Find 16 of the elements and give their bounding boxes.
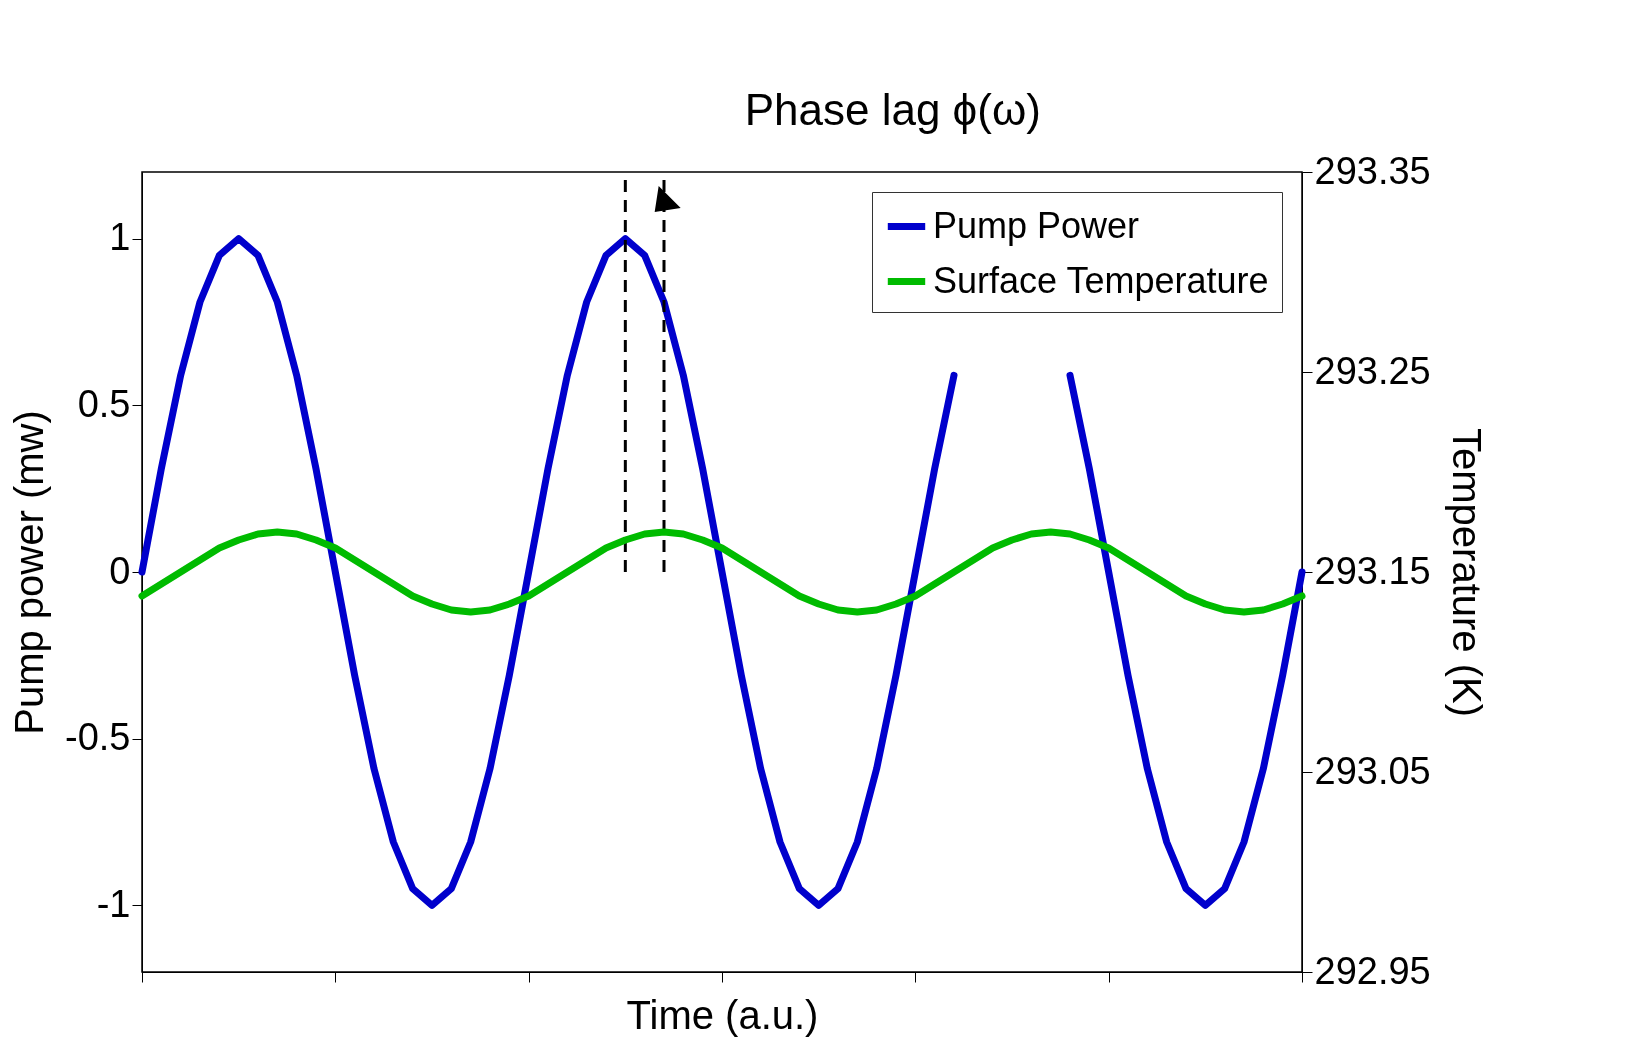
legend-label: Surface Temperature bbox=[933, 259, 1269, 301]
y2-tick-label: 292.95 bbox=[1314, 949, 1431, 992]
y-tick-label: 0 bbox=[109, 549, 131, 592]
x-axis-title: Time (a.u.) bbox=[626, 993, 819, 1037]
y2-axis-title: Temperature (K) bbox=[1444, 428, 1489, 717]
y-tick-label: 0.5 bbox=[77, 382, 131, 425]
legend-label: Pump Power bbox=[933, 204, 1140, 246]
y-tick-label: -0.5 bbox=[65, 716, 131, 759]
text: Phase lag ϕ(ω) bbox=[744, 85, 1041, 134]
y-axis-title: Pump power (mw) bbox=[7, 410, 52, 735]
y2-tick-label: 293.25 bbox=[1314, 349, 1431, 392]
y2-tick-label: 293.05 bbox=[1314, 749, 1431, 792]
y-tick-label: 1 bbox=[109, 216, 131, 259]
y-tick-label: -1 bbox=[96, 882, 131, 925]
y2-tick-label: 293.35 bbox=[1314, 149, 1431, 192]
y2-tick-label: 293.15 bbox=[1314, 549, 1431, 592]
